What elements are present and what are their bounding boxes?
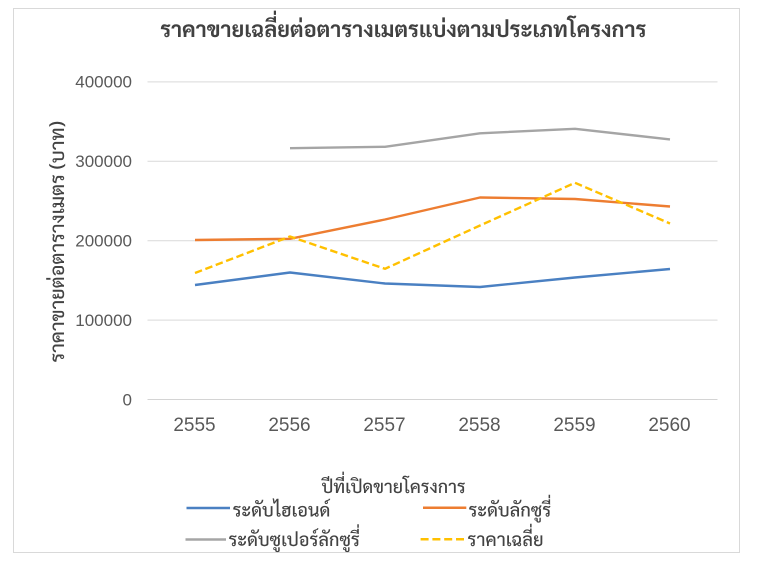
- svg-text:2558: 2558: [458, 415, 500, 436]
- svg-text:2560: 2560: [648, 415, 690, 436]
- svg-text:300000: 300000: [75, 152, 132, 171]
- svg-text:2559: 2559: [553, 415, 595, 436]
- svg-text:2555: 2555: [173, 415, 215, 436]
- svg-text:2556: 2556: [268, 415, 310, 436]
- svg-text:0: 0: [123, 390, 132, 409]
- svg-text:2557: 2557: [363, 415, 405, 436]
- svg-text:400000: 400000: [75, 73, 132, 92]
- svg-text:100000: 100000: [75, 311, 132, 330]
- svg-text:200000: 200000: [75, 232, 132, 251]
